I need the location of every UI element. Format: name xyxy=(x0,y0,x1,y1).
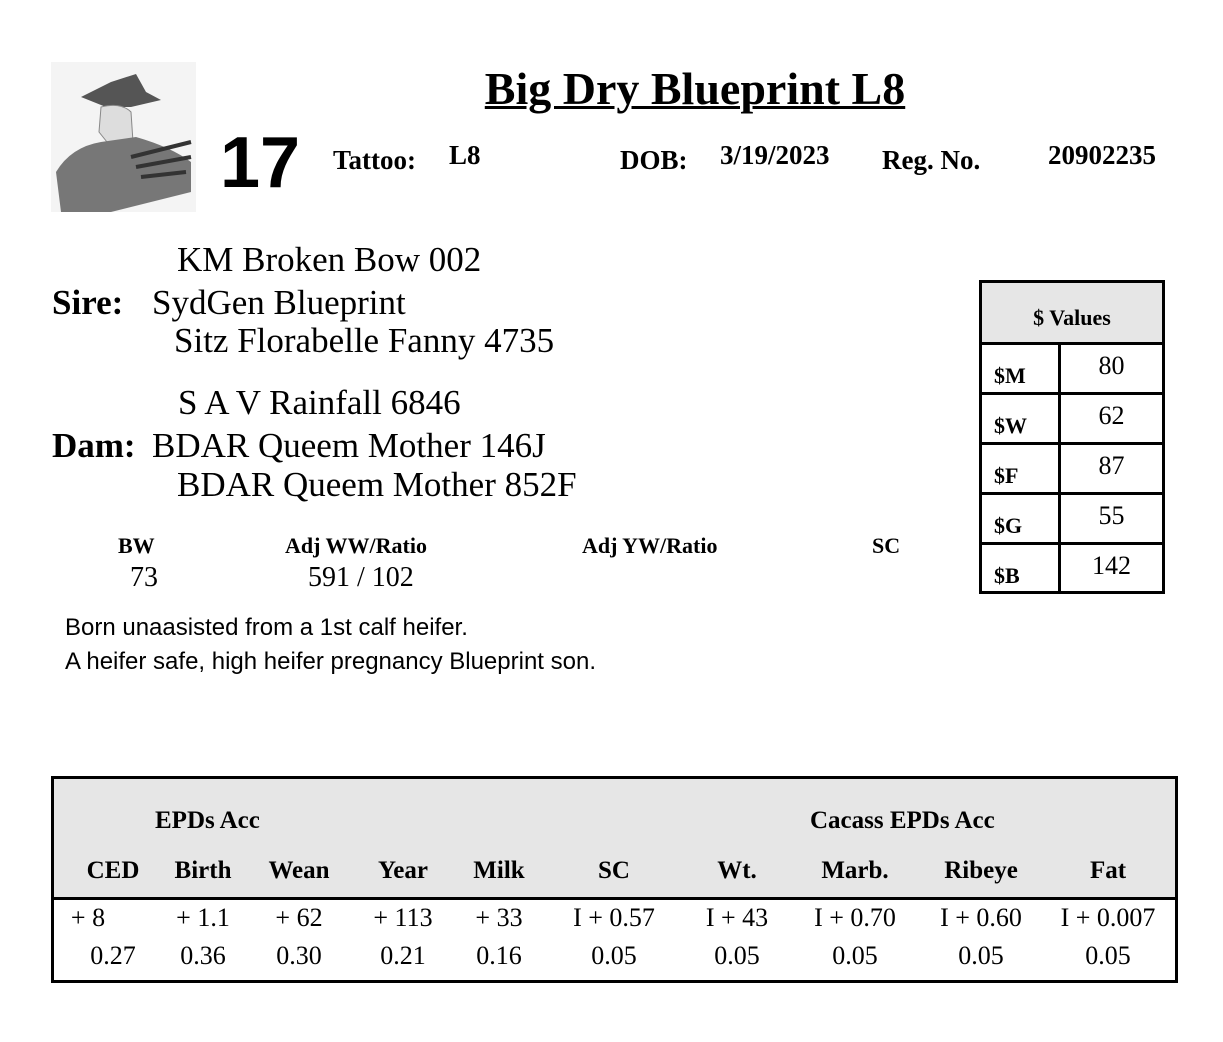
epd-table: EPDs Acc Cacass EPDs Acc CED + 8 0.27 Birth… xyxy=(51,776,1178,983)
dam-name: BDAR Queem Mother 146J xyxy=(152,426,546,465)
dollar-value-row: $G 55 xyxy=(982,495,1162,545)
epd-value: + 113 xyxy=(373,903,433,932)
dollar-value-row: $B 142 xyxy=(982,545,1162,591)
dollar-value-row: $M 80 xyxy=(982,345,1162,395)
tattoo-value: L8 xyxy=(449,140,481,170)
epd-column-header: Birth xyxy=(174,857,232,884)
epd-accuracy: 0.16 xyxy=(476,941,522,970)
cowboy-logo-image xyxy=(51,62,196,212)
dam-dam: BDAR Queem Mother 852F xyxy=(177,465,577,504)
dollar-values-title: $ Values xyxy=(982,283,1162,345)
epd-accuracy: 0.05 xyxy=(832,941,878,970)
dam-label: Dam: xyxy=(52,426,136,465)
epd-group-label: EPDs Acc xyxy=(155,807,260,834)
animal-name-title: Big Dry Blueprint L8 xyxy=(484,63,906,114)
epd-accuracy: 0.36 xyxy=(180,941,226,970)
epd-table-header xyxy=(54,779,1175,900)
epd-value: + 62 xyxy=(275,903,323,932)
dam-sire: S A V Rainfall 6846 xyxy=(178,383,461,422)
tattoo-label: Tattoo: xyxy=(333,145,417,175)
dollar-label: $F xyxy=(982,445,1061,492)
bw-value: 73 xyxy=(130,562,158,593)
dollar-label: $W xyxy=(982,395,1061,442)
dollar-values-table: $ Values $M 80 $W 62 $F 87 $G 55 $B 142 xyxy=(979,280,1165,594)
dollar-label: $M xyxy=(982,345,1061,392)
sire-sire: KM Broken Bow 002 xyxy=(177,240,482,279)
epd-column-header: Year xyxy=(378,857,428,884)
dollar-value: 142 xyxy=(1092,551,1131,580)
dollar-value-row: $W 62 xyxy=(982,395,1162,445)
epd-value: + 33 xyxy=(475,903,523,932)
note-line: A heifer safe, high heifer pregnancy Blu… xyxy=(65,648,596,675)
dollar-label: $G xyxy=(982,495,1061,542)
reg-no-label: Reg. No. xyxy=(882,145,981,175)
epd-accuracy: 0.30 xyxy=(276,941,322,970)
sire-label: Sire: xyxy=(52,283,124,322)
bw-label: BW xyxy=(118,533,155,558)
epd-value: I + 0.60 xyxy=(940,903,1022,932)
epd-accuracy: 0.05 xyxy=(714,941,760,970)
epd-value: I + 43 xyxy=(705,903,769,932)
dob-value: 3/19/2023 xyxy=(720,140,830,170)
epd-column-header: Fat xyxy=(1089,857,1127,884)
epd-accuracy: 0.05 xyxy=(958,941,1004,970)
dollar-value: 80 xyxy=(1098,351,1125,380)
epd-value: I + 0.57 xyxy=(573,903,655,932)
sire-name: SydGen Blueprint xyxy=(152,283,406,322)
dollar-value: 55 xyxy=(1098,501,1125,530)
ww-value: 591 / 102 xyxy=(308,562,414,593)
epd-value: I + 0.70 xyxy=(814,903,896,932)
epd-value: I + 0.007 xyxy=(1060,903,1156,932)
dob-label: DOB: xyxy=(620,145,688,175)
ww-label: Adj WW/Ratio xyxy=(285,533,427,558)
epd-column-header: Wt. xyxy=(717,857,757,884)
epd-value: + 1.1 xyxy=(176,903,230,932)
epd-column-header: CED xyxy=(86,857,140,884)
epd-accuracy: 0.05 xyxy=(1085,941,1131,970)
dollar-value: 62 xyxy=(1098,401,1125,430)
reg-no-value: 20902235 xyxy=(1048,140,1156,170)
epd-accuracy: 0.05 xyxy=(591,941,637,970)
epd-value: + 8 xyxy=(70,903,106,932)
epd-column-header: Ribeye xyxy=(944,857,1018,884)
lot-number: 17 xyxy=(220,123,301,203)
carcass-group-label: Cacass EPDs Acc xyxy=(810,807,995,834)
note-line: Born unaasisted from a 1st calf heifer. xyxy=(65,614,468,641)
epd-column-header: Marb. xyxy=(821,857,889,884)
epd-accuracy: 0.27 xyxy=(90,941,136,970)
sc-label: SC xyxy=(872,533,901,558)
epd-accuracy: 0.21 xyxy=(380,941,426,970)
epd-column-header: Wean xyxy=(268,857,330,884)
sire-dam: Sitz Florabelle Fanny 4735 xyxy=(174,321,555,360)
dollar-label: $B xyxy=(982,545,1061,591)
epd-column-header: Milk xyxy=(473,857,525,884)
epd-column-header: SC xyxy=(598,857,630,884)
yw-label: Adj YW/Ratio xyxy=(582,533,718,558)
dollar-value-row: $F 87 xyxy=(982,445,1162,495)
dollar-value: 87 xyxy=(1098,451,1125,480)
